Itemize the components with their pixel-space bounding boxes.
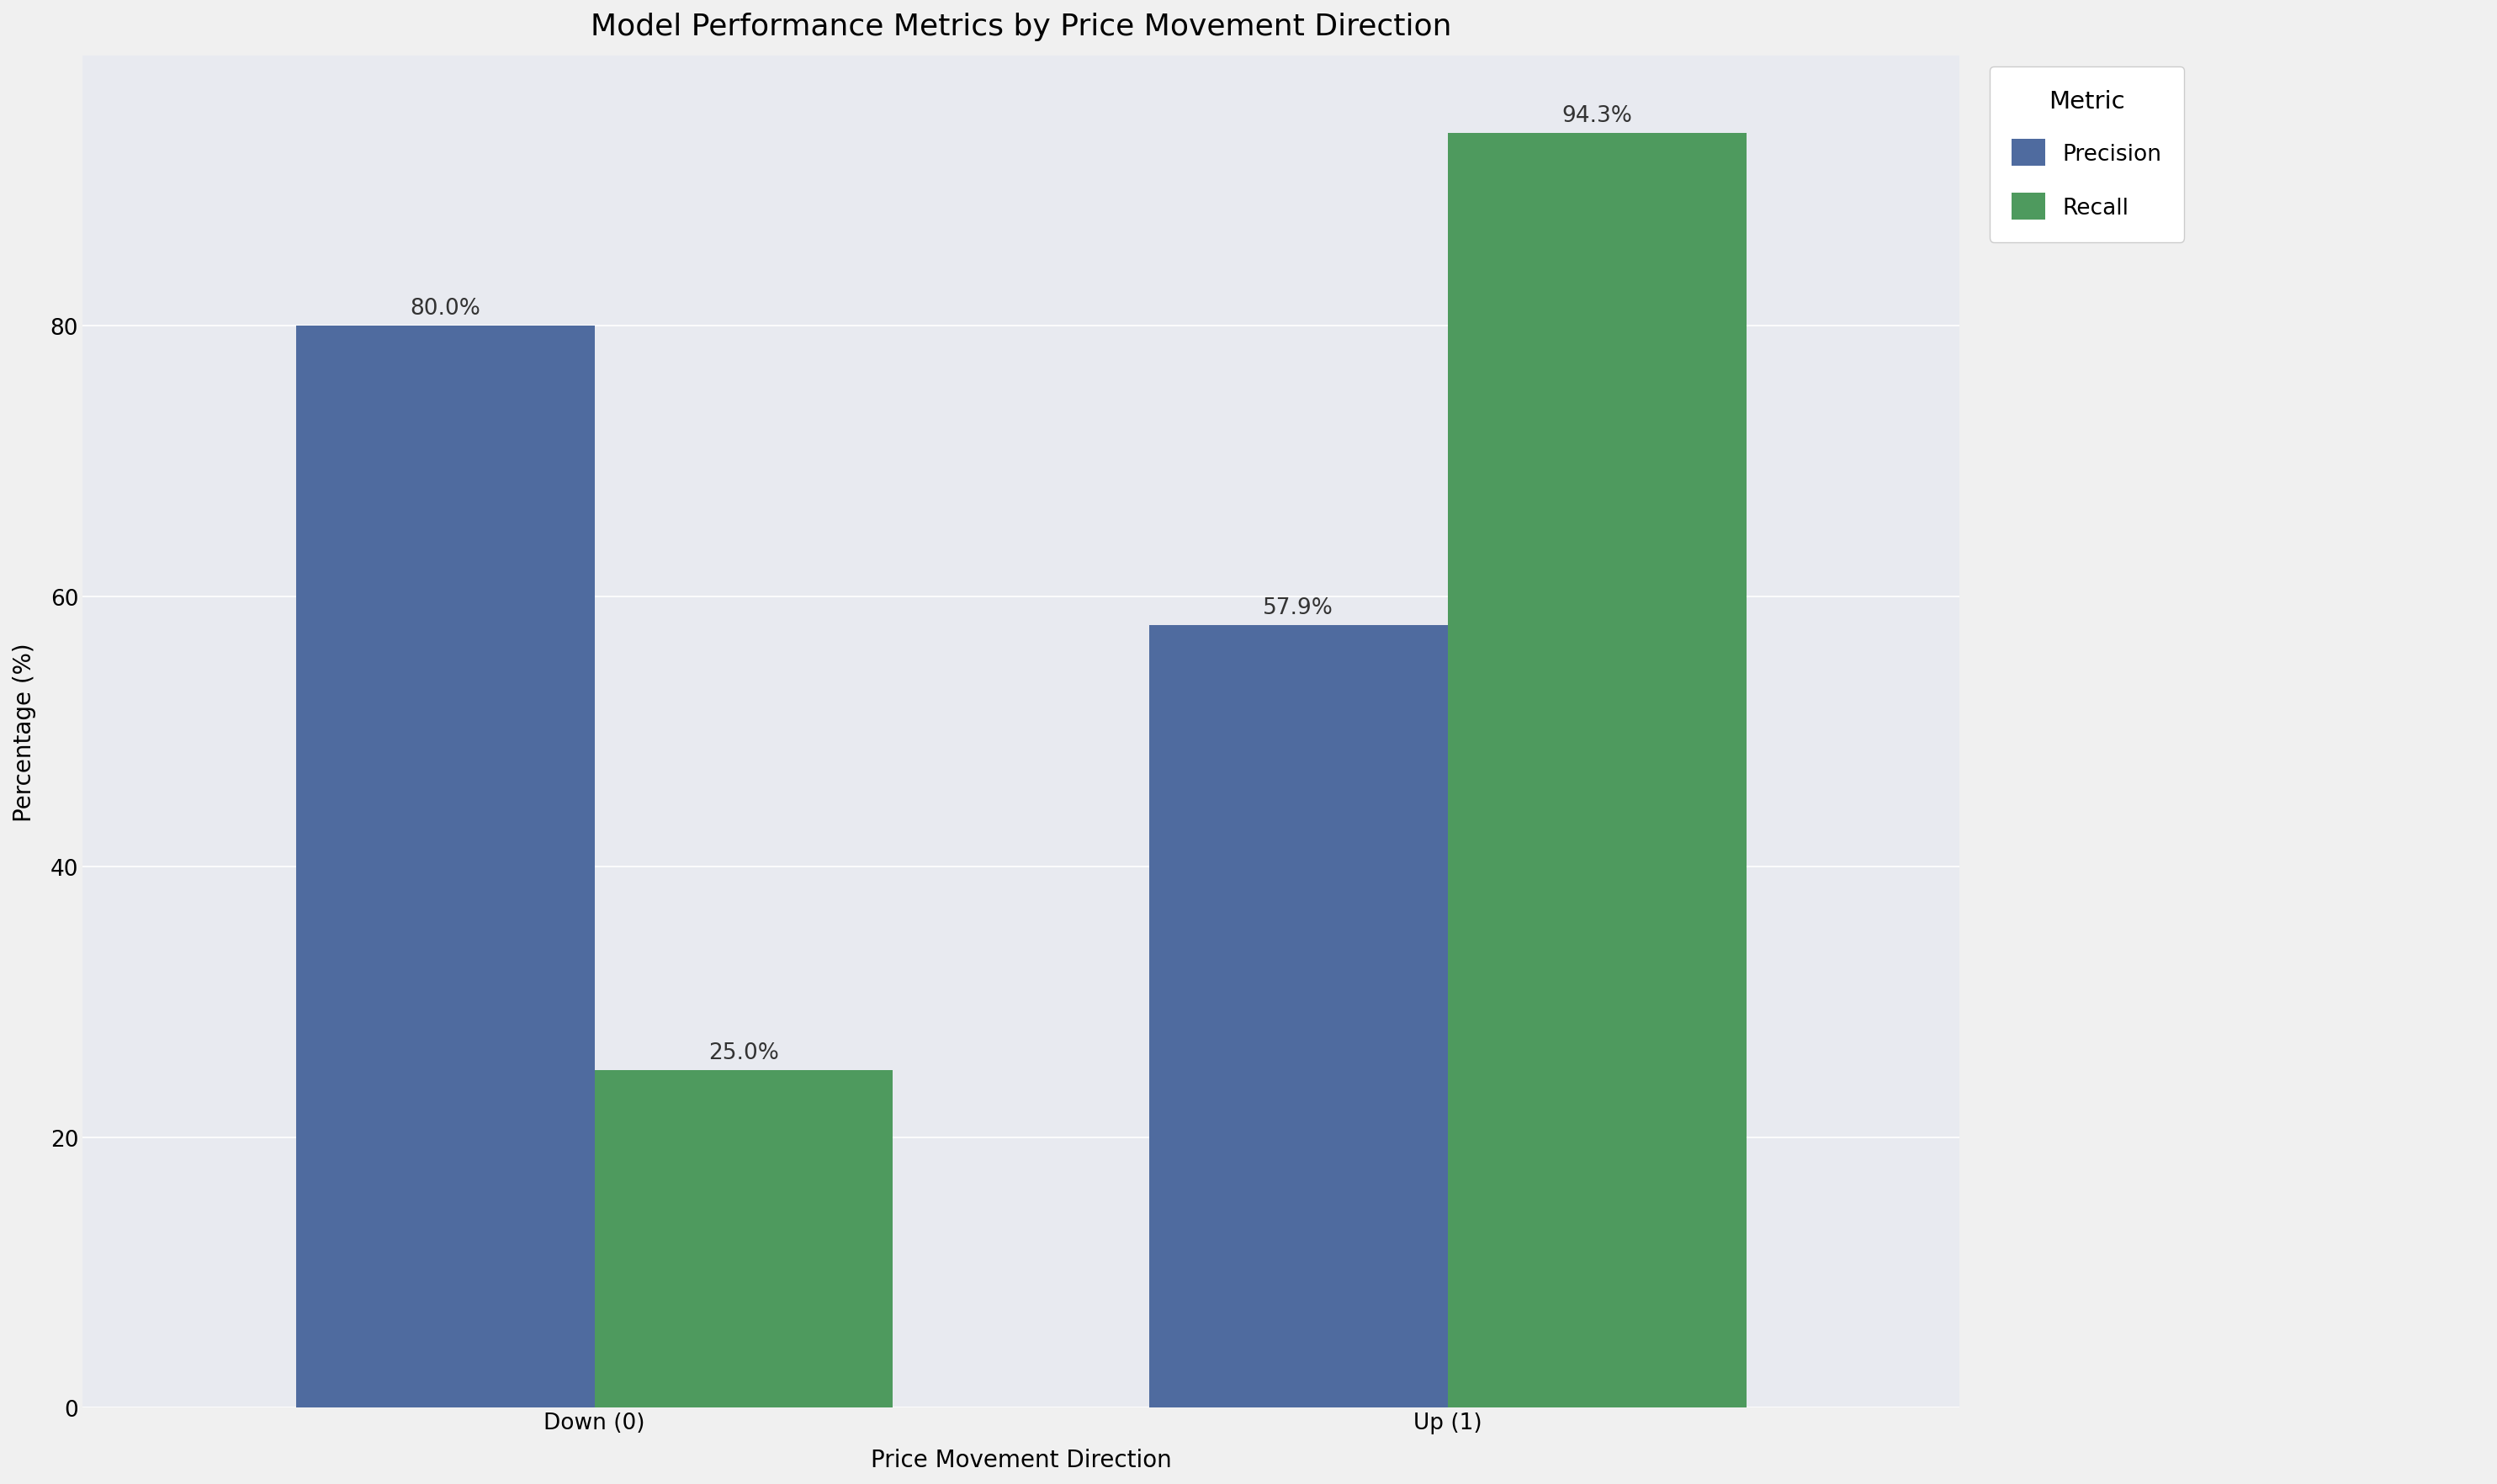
Bar [1149, 625, 1448, 1408]
X-axis label: Price Movement Direction: Price Movement Direction [871, 1448, 1171, 1472]
Text: 80.0%: 80.0% [410, 298, 479, 321]
Bar [295, 326, 594, 1408]
Text: 57.9%: 57.9% [1263, 597, 1333, 619]
Text: 94.3%: 94.3% [1561, 105, 1633, 126]
Title: Model Performance Metrics by Price Movement Direction: Model Performance Metrics by Price Movem… [589, 12, 1451, 42]
Legend: Precision, Recall: Precision, Recall [1990, 67, 2185, 243]
Bar [1448, 134, 1745, 1408]
Bar [594, 1070, 894, 1408]
Y-axis label: Percentage (%): Percentage (%) [12, 643, 35, 822]
Text: 25.0%: 25.0% [709, 1042, 779, 1063]
